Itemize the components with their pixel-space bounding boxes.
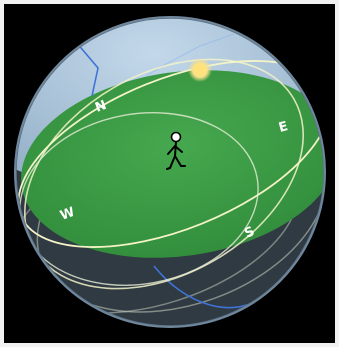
compass-west-label: W [58, 205, 77, 224]
compass-east-label: E [277, 119, 289, 136]
meridian-line [145, 33, 235, 77]
sphere-outline [14, 16, 326, 328]
celestial-sphere-diagram: N E S W [14, 16, 326, 328]
stick-figure-observer-icon [166, 131, 186, 170]
celestial-axis-upper [75, 41, 99, 97]
sun-icon [188, 58, 212, 82]
compass-north-label: N [93, 98, 108, 116]
celestial-sphere-frame: N E S W [4, 4, 335, 343]
